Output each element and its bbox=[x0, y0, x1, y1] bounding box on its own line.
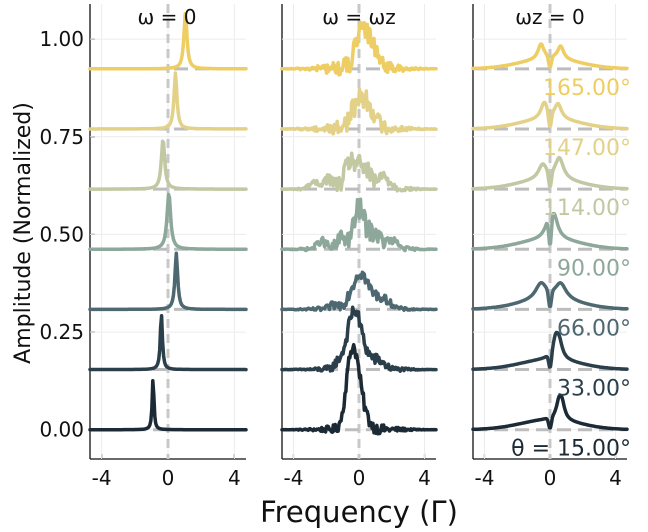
y-axis-label: Amplitude (Normalized) bbox=[11, 102, 36, 364]
panel-3-series-line bbox=[471, 280, 629, 311]
panel-1-title: ω = 0 bbox=[138, 5, 197, 29]
panel-2-x-tick-label: 4 bbox=[418, 466, 431, 490]
panel-3-series-line bbox=[471, 211, 629, 251]
panel-1-series-line bbox=[88, 192, 248, 251]
panel-2-series-line bbox=[280, 20, 438, 77]
panel-2-title: ω = ωz bbox=[322, 5, 395, 29]
x-axis-label: Frequency (Γ) bbox=[260, 495, 458, 529]
panel-3-series-line bbox=[471, 155, 629, 191]
panel-3-x-tick-label: -4 bbox=[474, 466, 494, 490]
panel-2-series-line bbox=[280, 342, 438, 436]
panel-2-series-line bbox=[280, 151, 438, 193]
panel-1-x-tick-label: 0 bbox=[162, 466, 175, 490]
panel-2-series-line bbox=[280, 270, 438, 313]
panel-2-x-tick-label: 0 bbox=[353, 466, 366, 490]
panel-3-series-line bbox=[471, 100, 629, 131]
panel-3-series-line bbox=[471, 393, 629, 432]
panel-1-series-line bbox=[88, 139, 248, 191]
panel-1-x-tick-label: 4 bbox=[228, 466, 241, 490]
y-tick-label: 0.50 bbox=[39, 222, 84, 246]
panel-3-series-line bbox=[471, 42, 629, 71]
series-angle-label: 147.00° bbox=[543, 136, 631, 161]
series-angle-label: θ = 15.00° bbox=[511, 437, 631, 462]
panel-3-title: ωz = 0 bbox=[515, 5, 584, 29]
panel-1-series-line bbox=[88, 71, 248, 131]
panel-1-series-line bbox=[88, 379, 248, 432]
panel-2-series-line bbox=[280, 305, 438, 373]
series-angle-label: 114.00° bbox=[543, 196, 631, 221]
y-tick-label: 0.25 bbox=[39, 320, 84, 344]
panel-3-x-tick-label: 0 bbox=[544, 466, 557, 490]
panel-1-series-line bbox=[88, 251, 248, 312]
panel-1-series-line bbox=[88, 313, 248, 372]
series-angle-label: 33.00° bbox=[557, 377, 631, 402]
panel-1-series-line bbox=[88, 11, 248, 71]
panel-3-x-tick-label: 4 bbox=[609, 466, 622, 490]
series-angle-label: 90.00° bbox=[557, 256, 631, 281]
panel-2-x-tick-label: -4 bbox=[283, 466, 303, 490]
panel-2-series-line bbox=[280, 197, 438, 253]
y-tick-label: 1.00 bbox=[39, 27, 84, 51]
panel-3-series-line bbox=[471, 330, 629, 371]
y-tick-label: 0.75 bbox=[39, 125, 84, 149]
panel-1-x-tick-label: -4 bbox=[92, 466, 112, 490]
series-angle-label: 66.00° bbox=[557, 316, 631, 341]
panel-2-series-line bbox=[280, 87, 438, 136]
y-tick-label: 0.00 bbox=[39, 418, 84, 442]
series-angle-label: 165.00° bbox=[543, 76, 631, 101]
